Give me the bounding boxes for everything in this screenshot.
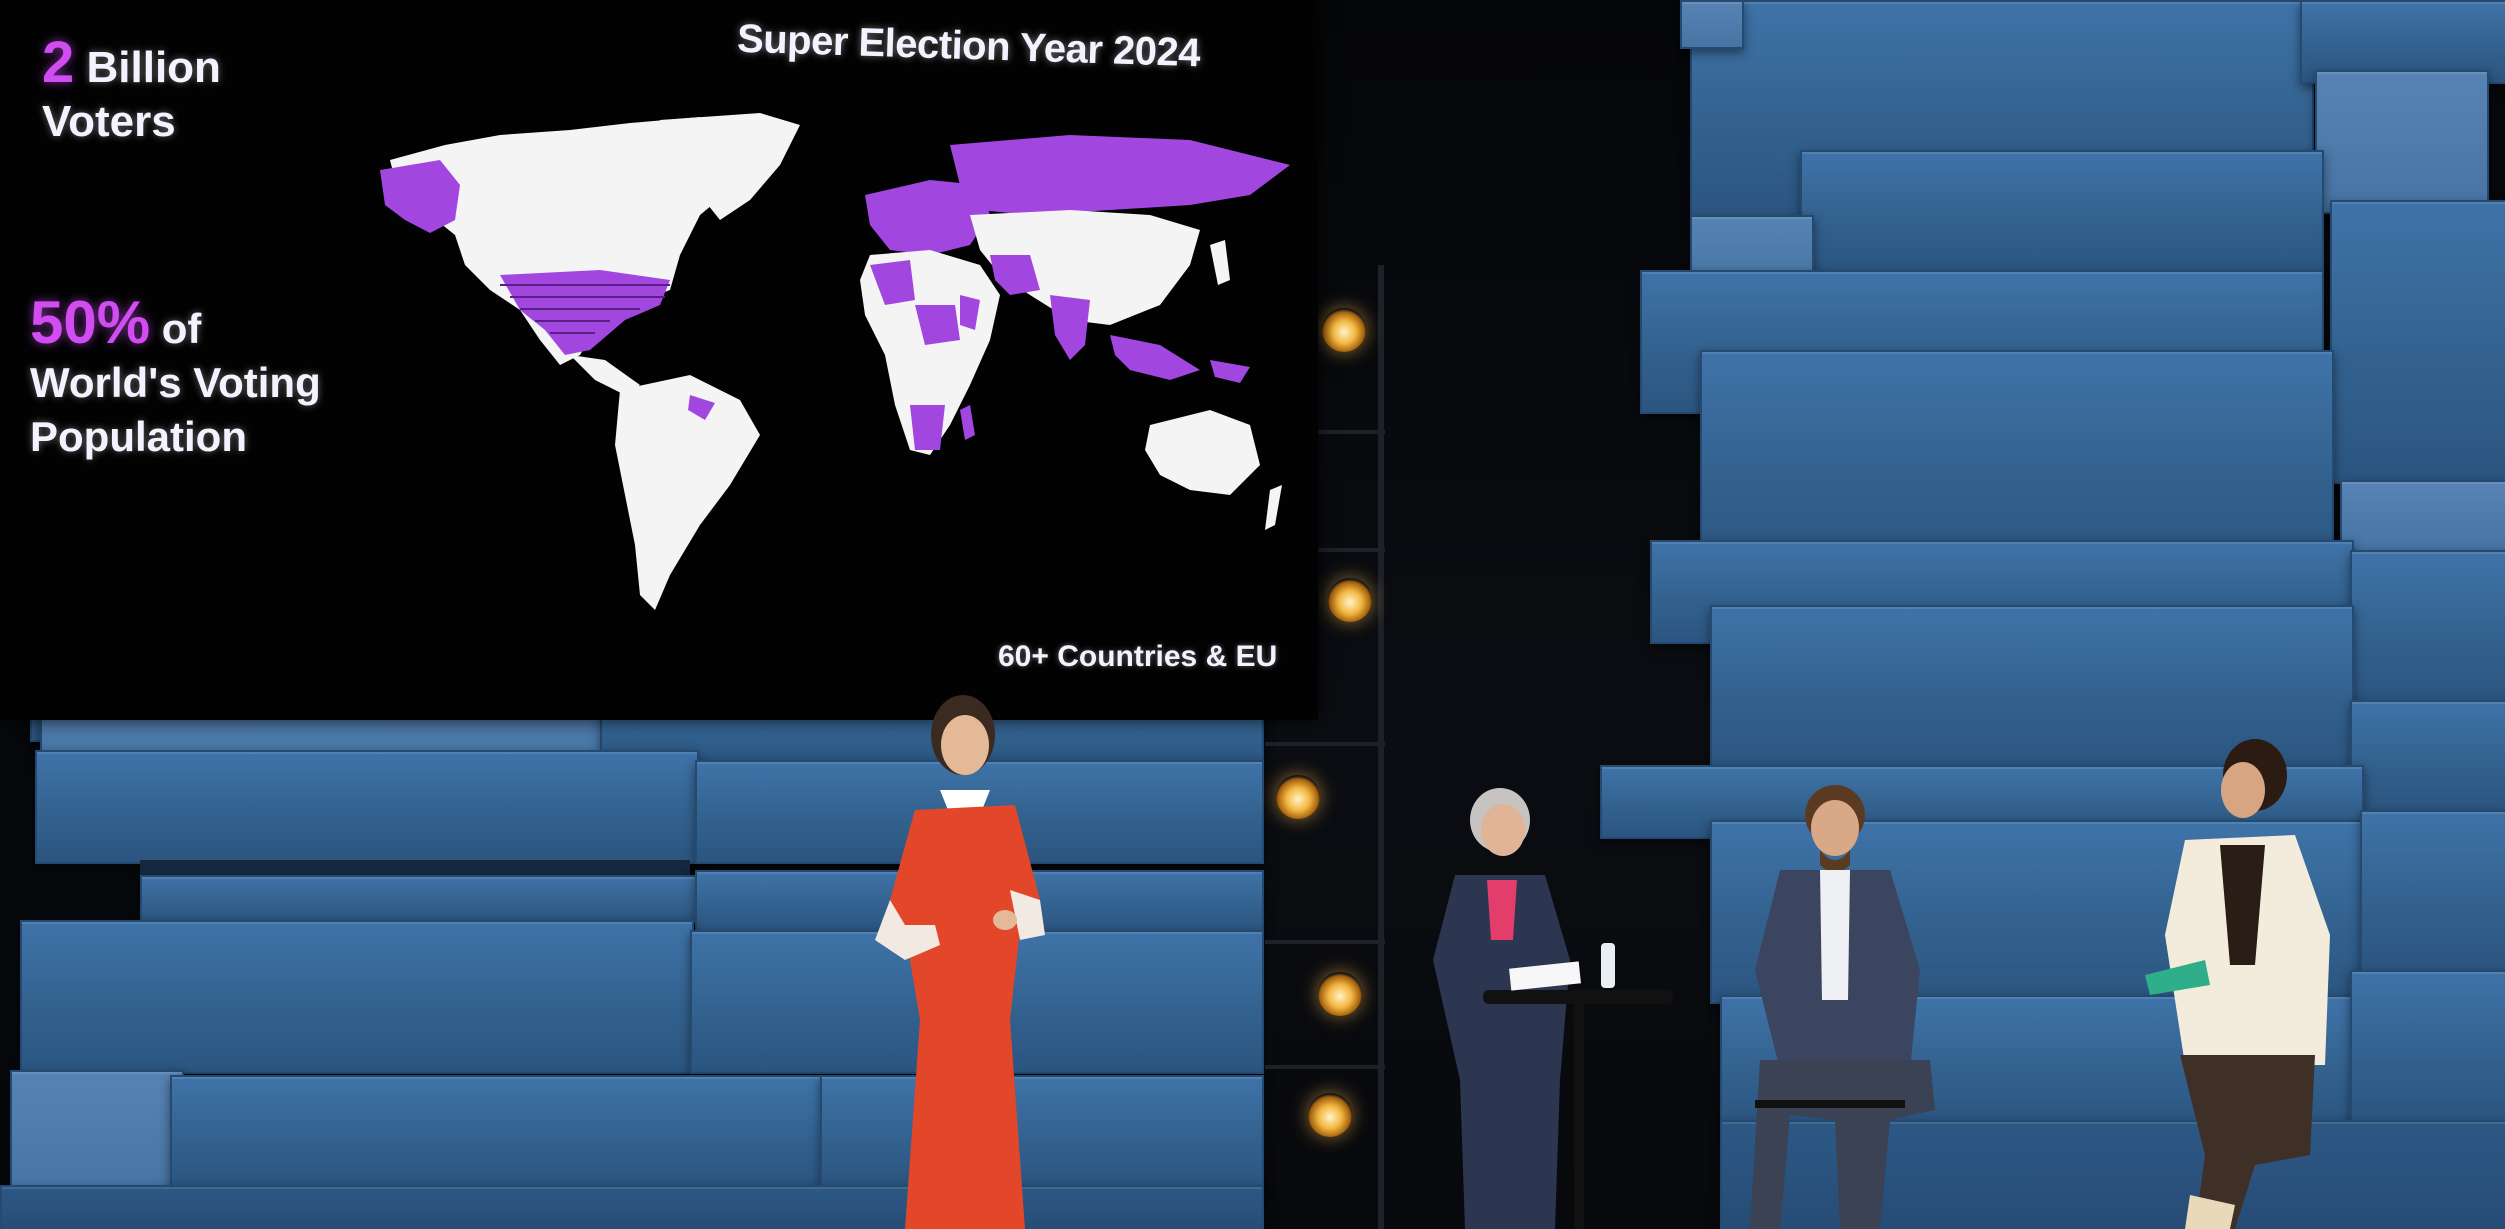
projection-screen: Super Election Year 2024 2 Billion Voter… (0, 0, 1318, 720)
voters-label: Voters (42, 97, 176, 146)
seated-man-person (1750, 785, 1935, 1229)
moderator-person (1433, 788, 1570, 1229)
stage-lamp (1328, 578, 1372, 622)
stage-lamp (1322, 308, 1366, 352)
seated-woman-person (2145, 739, 2330, 1229)
share-number: 50% (30, 289, 151, 356)
stage-lamp (1318, 972, 1362, 1016)
voters-unit: Billion (86, 43, 221, 92)
voters-stat: 2 Billion Voters (42, 34, 221, 149)
stage-lamp (1308, 1093, 1352, 1137)
map-footer: 60+ Countries & EU (998, 640, 1278, 673)
voters-number: 2 (42, 30, 75, 95)
stage-lamp (1276, 775, 1320, 819)
slide-title: Super Election Year 2024 (736, 16, 1201, 76)
share-label-line3: Population (30, 413, 247, 460)
presenter-person (875, 695, 1045, 1229)
share-stat: 50% of World's Voting Population (30, 293, 321, 464)
share-suffix: of (161, 305, 202, 352)
world-map (380, 113, 1290, 610)
share-label-line2: World's Voting (30, 359, 321, 406)
